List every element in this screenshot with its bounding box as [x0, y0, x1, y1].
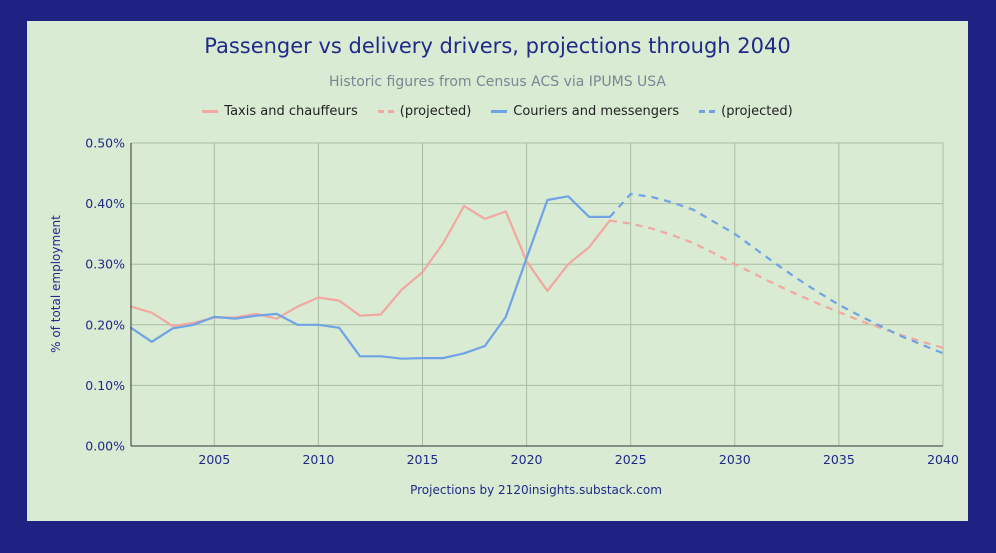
legend-label-taxis: Taxis and chauffeurs — [224, 104, 358, 119]
legend-label-taxis-projected: (projected) — [399, 104, 472, 119]
legend-item-couriers-projected[interactable]: (projected) — [699, 104, 793, 119]
y-axis-title: % of total employment — [49, 215, 63, 353]
legend-swatch-couriers-projected — [699, 110, 716, 113]
legend: Taxis and chauffeurs (projected) Courier… — [27, 104, 968, 119]
legend-label-couriers-projected: (projected) — [721, 104, 793, 119]
y-tick-label: 0.00% — [85, 439, 125, 454]
y-tick-label: 0.20% — [85, 317, 125, 332]
x-tick-label: 2020 — [511, 452, 543, 467]
legend-swatch-taxis-projected — [377, 110, 394, 113]
x-tick-label: 2030 — [719, 452, 751, 467]
legend-item-taxis-projected[interactable]: (projected) — [377, 104, 472, 119]
x-tick-label: 2005 — [198, 452, 230, 467]
series-taxis-projected-line — [609, 219, 944, 349]
legend-swatch-taxis — [202, 110, 219, 113]
x-tick-label: 2010 — [302, 452, 334, 467]
legend-swatch-couriers — [491, 110, 508, 113]
x-tick-label: 2035 — [823, 452, 855, 467]
axes: 0.00% 0.10% 0.20% 0.30% 0.40% 0.50% 2005 2010 20… — [85, 136, 959, 468]
series-couriers-projected-line — [609, 192, 944, 355]
chart-panel: Passenger vs delivery drivers, projectio… — [27, 21, 968, 521]
y-tick-label: 0.40% — [85, 196, 125, 211]
x-tick-label: 2040 — [927, 452, 959, 467]
chart-subtitle: Historic figures from Census ACS via IPU… — [329, 74, 666, 90]
y-tick-label: 0.50% — [85, 136, 125, 151]
series-couriers-line — [129, 195, 612, 360]
chart-title: Passenger vs delivery drivers, projectio… — [204, 34, 791, 58]
series-lines — [129, 192, 944, 360]
legend-label-couriers: Couriers and messengers — [513, 104, 680, 119]
legend-item-taxis[interactable]: Taxis and chauffeurs — [202, 104, 358, 119]
x-axis-title: Projections by 2120insights.substack.com — [410, 483, 662, 497]
x-tick-label: 2015 — [407, 452, 439, 467]
y-tick-label: 0.10% — [85, 378, 125, 393]
x-tick-label: 2025 — [615, 452, 647, 467]
y-tick-label: 0.30% — [85, 257, 125, 272]
legend-item-couriers[interactable]: Couriers and messengers — [491, 104, 679, 119]
